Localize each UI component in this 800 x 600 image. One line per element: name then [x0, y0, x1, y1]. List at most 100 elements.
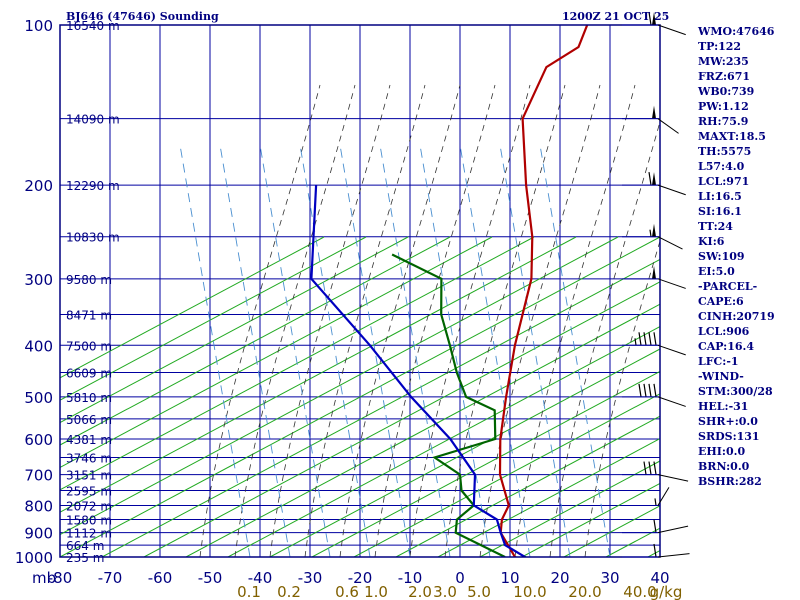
mixing-ratio-label: 0.2 — [277, 583, 301, 600]
dry-adiabat — [60, 236, 409, 424]
stat-item: TH:5575 — [698, 145, 752, 158]
barb-staff — [657, 396, 686, 407]
stat-item: MW:235 — [698, 55, 749, 68]
barb-pennant — [652, 223, 656, 237]
stat-item: TT:24 — [698, 220, 733, 233]
dry-adiabat — [311, 370, 660, 557]
stats-panel: WMO:47646 TP:122 MW:235 FRZ:671 WB0:739 PW:1.… — [698, 24, 775, 489]
mixing-ratio-line — [539, 144, 611, 557]
moist-adiabat — [374, 84, 496, 557]
height-label: 9580 m — [66, 273, 112, 287]
stat-item: WMO:47646 — [698, 25, 775, 38]
temp-tick-label: 20 — [550, 569, 569, 587]
mixing-ratio-line — [339, 144, 411, 557]
moist-adiabat — [549, 120, 660, 557]
pressure-label: 1000 — [15, 549, 53, 567]
stat-item: LI:16.5 — [698, 190, 742, 203]
moist-adiabat — [339, 84, 461, 557]
barb-staff — [657, 184, 686, 196]
mixing-ratio-label: 2.0 — [408, 583, 432, 600]
moist-adiabat — [444, 84, 566, 557]
stat-item: SHR+:0.0 — [698, 415, 758, 428]
stat-item: BSHR:282 — [698, 475, 762, 488]
barb-staff — [657, 487, 670, 506]
barb-staff — [657, 525, 689, 534]
mixing-ratio-line — [259, 144, 331, 557]
barb-flag — [638, 332, 642, 346]
mixing-ratio-label: 0.6 — [335, 583, 359, 600]
barb-half-flag — [634, 338, 637, 346]
wind-barb — [622, 332, 686, 356]
wind-barb — [622, 172, 686, 196]
temp-tick-label: 0 — [455, 569, 465, 587]
height-label: 10830 m — [66, 231, 120, 245]
pressure-label: 700 — [24, 467, 53, 485]
temperature-trace — [498, 25, 589, 557]
dry-adiabat — [143, 281, 660, 557]
dry-adiabat — [60, 236, 367, 401]
moist-adiabat — [304, 84, 426, 557]
dry-adiabat — [60, 236, 325, 379]
stat-item: SRDS:131 — [698, 430, 760, 443]
wind-barb — [622, 461, 689, 482]
dry-adiabat — [185, 303, 660, 557]
barb-half-flag — [654, 498, 657, 506]
moist-adiabat — [199, 84, 321, 557]
stat-item: PW:1.12 — [698, 100, 749, 113]
parcel-trace — [310, 185, 527, 557]
temp-tick-label: -10 — [398, 569, 423, 587]
stat-item: RH:75.9 — [698, 115, 749, 128]
moist-adiabat — [234, 84, 356, 557]
temp-tick-label: 10 — [500, 569, 519, 587]
height-label: 2072 m — [66, 499, 112, 513]
wind-barb — [622, 11, 686, 36]
temp-tick-label: -70 — [98, 569, 123, 587]
moist-adiabat — [269, 84, 391, 557]
barb-pennant — [652, 265, 656, 279]
barb-pennant — [652, 172, 656, 186]
barb-staff — [657, 344, 686, 356]
barb-flag — [643, 461, 647, 475]
stat-item: SW:109 — [698, 250, 745, 263]
pressure-label: 400 — [24, 337, 53, 355]
barb-staff — [657, 118, 679, 134]
moist-adiabat — [479, 84, 601, 557]
valid-time: 1200Z 21 OCT 25 — [562, 10, 670, 23]
pressure-label: 200 — [24, 177, 53, 195]
temp-tick-label: -40 — [248, 569, 273, 587]
barb-staff — [657, 474, 689, 482]
stat-item: CAP:16.4 — [698, 340, 755, 353]
dry-adiabat — [60, 236, 493, 468]
mixing-ratio-line — [219, 144, 291, 557]
stat-item: CAPE:6 — [698, 295, 744, 308]
barb-staff — [657, 278, 686, 289]
pressure-label: 100 — [24, 17, 53, 35]
dry-adiabat — [479, 460, 660, 557]
height-label: 3151 m — [66, 469, 112, 483]
stat-item: -PARCEL- — [698, 280, 758, 293]
dewpoint-trace — [391, 253, 506, 557]
barb-flag — [648, 332, 652, 346]
pressure-label: 600 — [24, 431, 53, 449]
dry-adiabat — [521, 482, 660, 557]
pressure-label: 500 — [24, 389, 53, 407]
barb-flag — [653, 543, 657, 558]
height-label: 5066 m — [66, 413, 112, 427]
height-label: 12290 m — [66, 179, 120, 193]
plot-frame — [59, 24, 661, 558]
wind-barb — [622, 223, 683, 250]
mixing-ratio-label: 10.0 — [513, 583, 546, 600]
barb-flag — [653, 332, 657, 346]
temp-tick-label: -30 — [298, 569, 323, 587]
dry-adiabat — [395, 415, 660, 557]
dry-adiabat — [60, 236, 660, 557]
mixing-ratio-line — [419, 144, 491, 557]
stat-item: L57:4.0 — [698, 160, 745, 173]
stat-item: WB0:739 — [698, 85, 755, 98]
barb-flag — [648, 172, 652, 186]
height-label: 664 m — [66, 539, 104, 553]
temp-tick-label: -50 — [198, 569, 223, 587]
mixing-ratio-label: 1.0 — [364, 583, 388, 600]
stat-item: LFC:-1 — [698, 355, 739, 368]
